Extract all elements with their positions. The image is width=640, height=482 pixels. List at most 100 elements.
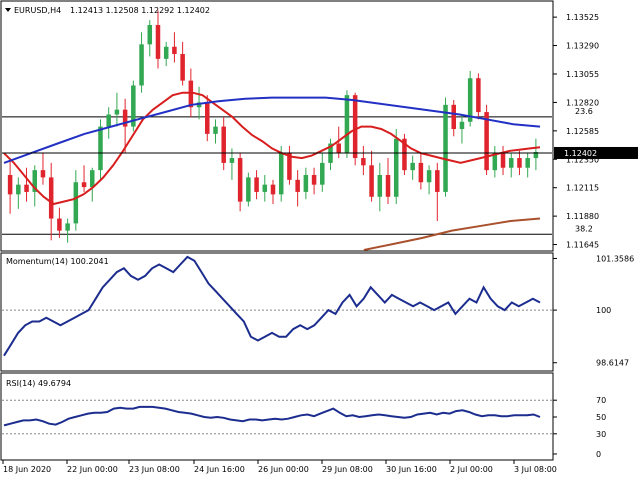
candle-body <box>451 104 456 130</box>
momentum-indicator: 101.3586 100 98.6147 <box>2 254 634 368</box>
candle-body <box>476 78 481 113</box>
candle-body <box>262 184 268 192</box>
candle-body <box>213 126 218 134</box>
momentum-panel[interactable] <box>0 252 554 372</box>
candle-body <box>295 179 300 192</box>
candle-body <box>435 170 440 192</box>
candle-body <box>7 174 13 195</box>
candle-body <box>40 170 46 178</box>
current-price-label: 1.12402 <box>564 149 597 158</box>
current-price-marker: 1.12402 <box>2 146 638 159</box>
ohlc-values: 1.12413 1.12508 1.12292 1.12402 <box>70 6 210 15</box>
candle-body <box>246 177 251 202</box>
candle-body <box>270 184 276 195</box>
candle-body <box>303 174 309 192</box>
candle-body <box>16 184 21 195</box>
candle-body <box>508 158 514 168</box>
momentum-tick-label: 100 <box>596 306 611 315</box>
price-axis: 1.13525 1.13290 1.13055 1.12820 1.12585 1.123… <box>553 13 599 250</box>
candle-body <box>467 78 473 122</box>
momentum-tick-label: 101.3586 <box>596 254 634 263</box>
candle-body <box>377 174 383 197</box>
candle-body <box>369 165 374 197</box>
candle-body <box>188 80 194 108</box>
candle-body <box>147 24 153 45</box>
time-tick-label: 18 Jun 2020 <box>3 465 51 474</box>
momentum-tick-label: 98.6147 <box>596 359 629 368</box>
sma-slow-path <box>3 96 541 164</box>
rsi-line <box>3 405 541 427</box>
candle-body <box>500 153 506 168</box>
candlestick-series <box>7 10 539 243</box>
rsi-panel[interactable] <box>0 372 554 461</box>
momentum-title: Momentum(14) 100.2041 <box>6 257 109 266</box>
candle-body <box>131 85 136 127</box>
candle-body <box>525 158 530 168</box>
candle-body <box>336 143 341 154</box>
sma-fast-path <box>3 91 541 206</box>
dropdown-triangle-icon[interactable] <box>5 8 11 12</box>
candle-body <box>361 158 366 166</box>
symbol-label: EURUSD,H4 <box>14 6 61 15</box>
candle-body <box>139 44 144 86</box>
rsi-tick-label: 30 <box>596 430 606 439</box>
time-tick-label: 22 Jun 00:00 <box>67 465 118 474</box>
current-price-box <box>554 146 638 159</box>
sma-long-path <box>363 217 541 251</box>
momentum-line <box>3 255 541 357</box>
price-tick-label: 1.12820 <box>566 98 599 107</box>
candle-body <box>48 177 54 219</box>
time-tick-label: 26 Jun 00:00 <box>258 465 309 474</box>
price-tick-label: 1.12115 <box>566 184 599 193</box>
sma-fast-line <box>3 91 541 206</box>
rsi-indicator: 70 50 30 0 <box>2 396 606 459</box>
candle-body <box>155 24 161 59</box>
price-tick-label: 1.12585 <box>566 127 599 136</box>
candle-body <box>73 182 79 224</box>
fib-level-label: 23.6 <box>575 107 593 116</box>
candle-body <box>81 182 87 188</box>
candle-body <box>254 177 259 192</box>
candle-body <box>352 95 358 159</box>
candle-body <box>287 153 292 180</box>
candle-body <box>492 153 498 171</box>
candle-body <box>517 158 522 168</box>
candle-body <box>410 162 415 171</box>
candle-body <box>32 170 38 192</box>
candle-body <box>311 174 317 185</box>
price-tick-label: 1.12350 <box>566 155 599 164</box>
time-tick-label: 3 Jul 08:00 <box>514 465 557 474</box>
candle-body <box>57 218 62 231</box>
price-tick-label: 1.13525 <box>566 13 599 22</box>
rsi-tick-label: 0 <box>596 450 601 459</box>
candle-body <box>24 184 29 192</box>
candle-body <box>163 46 169 59</box>
candle-body <box>229 158 235 163</box>
candle-body <box>114 109 120 115</box>
candle-body <box>106 114 111 127</box>
fib-level-label: 38.2 <box>575 224 593 233</box>
time-axis: 18 Jun 2020 22 Jun 00:00 23 Jun 08:00 24 Ju… <box>2 460 557 474</box>
candle-body <box>180 54 185 81</box>
time-tick-label: 24 Jun 16:00 <box>194 465 245 474</box>
candle-body <box>385 174 391 197</box>
time-tick-label: 30 Jun 16:00 <box>386 465 437 474</box>
candle-body <box>90 170 95 188</box>
time-tick-label: 23 Jun 08:00 <box>129 465 180 474</box>
candle-body <box>418 162 424 183</box>
candle-body <box>205 102 210 134</box>
candle-body <box>196 102 202 108</box>
candle-body <box>402 138 407 171</box>
candle-body <box>98 126 103 171</box>
candle-body <box>533 152 539 159</box>
candle-body <box>65 223 70 231</box>
price-tick-label: 1.13055 <box>566 70 599 79</box>
candle-body <box>426 170 432 183</box>
rsi-tick-label: 50 <box>596 413 606 422</box>
sma-long-line <box>363 217 541 251</box>
price-tick-label: 1.13290 <box>566 42 599 51</box>
candle-body <box>344 95 350 154</box>
time-tick-label: 29 Jun 08:00 <box>322 465 373 474</box>
candle-body <box>443 104 448 192</box>
